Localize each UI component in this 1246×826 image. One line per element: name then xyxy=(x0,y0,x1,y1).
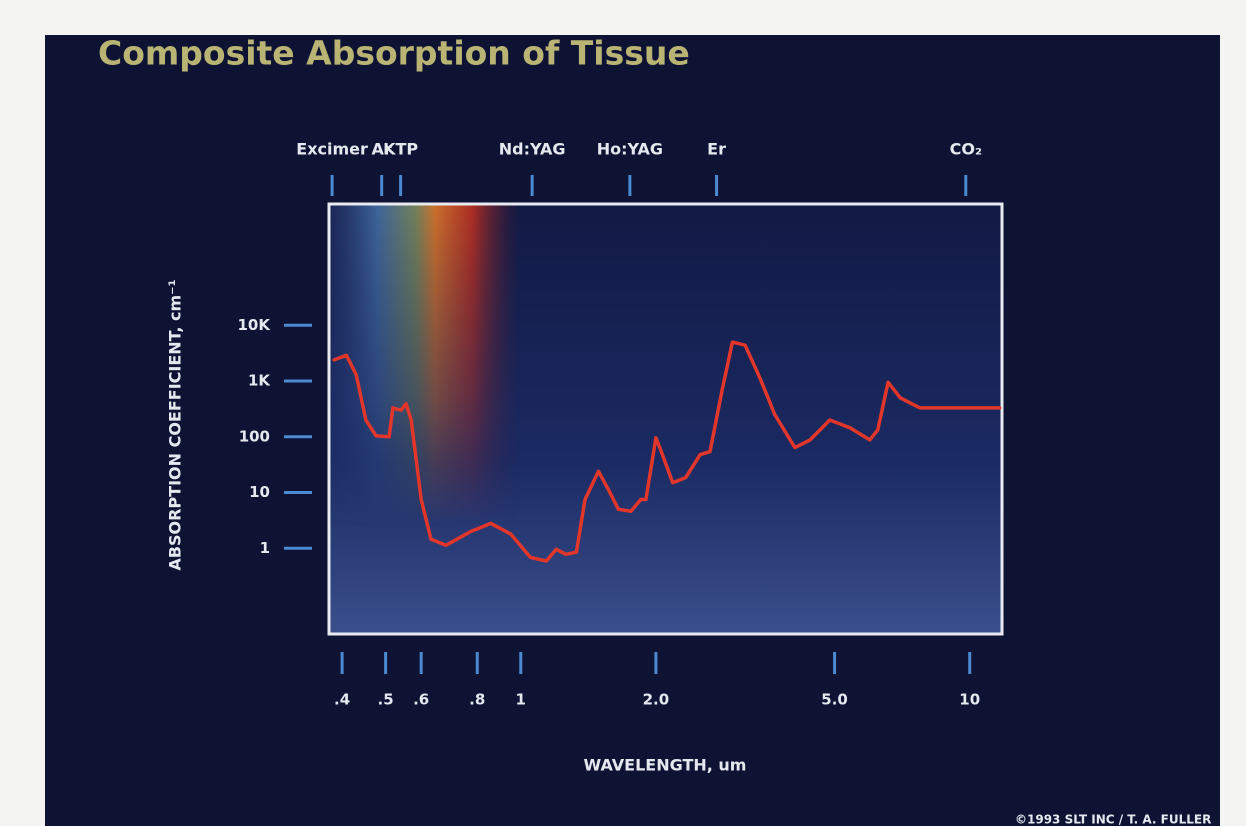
x-tick-label: 2.0 xyxy=(643,691,670,709)
x-tick-label: .8 xyxy=(469,691,485,709)
credit-group: ©1993 SLT INC / T. A. FULLER xyxy=(1015,813,1211,826)
laser-label: Er xyxy=(707,140,726,159)
laser-label: Ho:YAG xyxy=(597,140,663,159)
y-tick-label: 1 xyxy=(260,539,270,557)
laser-label: Ar xyxy=(372,140,392,159)
x-tick-label: 1 xyxy=(516,691,526,709)
x-tick-label: 10 xyxy=(959,691,980,709)
absorption-curve xyxy=(332,340,1002,563)
y-tick-label: 100 xyxy=(239,427,270,445)
y-tick-label: 10K xyxy=(238,316,272,334)
y-tick-label: 1K xyxy=(248,372,271,390)
laser-label: KTP xyxy=(383,140,418,159)
plot-frame xyxy=(327,202,1004,636)
credit: ©1993 SLT INC / T. A. FULLER xyxy=(1015,813,1211,826)
laser-label: Nd:YAG xyxy=(499,140,566,159)
chart-title: Composite Absorption of Tissue xyxy=(98,34,690,73)
spectrum-band xyxy=(330,205,520,633)
y-axis-label: ABSORPTION COEFFICIENT, cm⁻¹ xyxy=(166,279,185,570)
laser-label: Excimer xyxy=(296,140,368,159)
y-tick-label: 10 xyxy=(249,483,270,501)
x-axis-label: WAVELENGTH, um xyxy=(584,756,747,775)
x-tick-label: .5 xyxy=(378,691,394,709)
x-tick-label: .4 xyxy=(334,691,350,709)
laser-label: CO₂ xyxy=(950,140,982,159)
x-tick-label: .6 xyxy=(413,691,429,709)
x-tick-label: 5.0 xyxy=(821,691,848,709)
